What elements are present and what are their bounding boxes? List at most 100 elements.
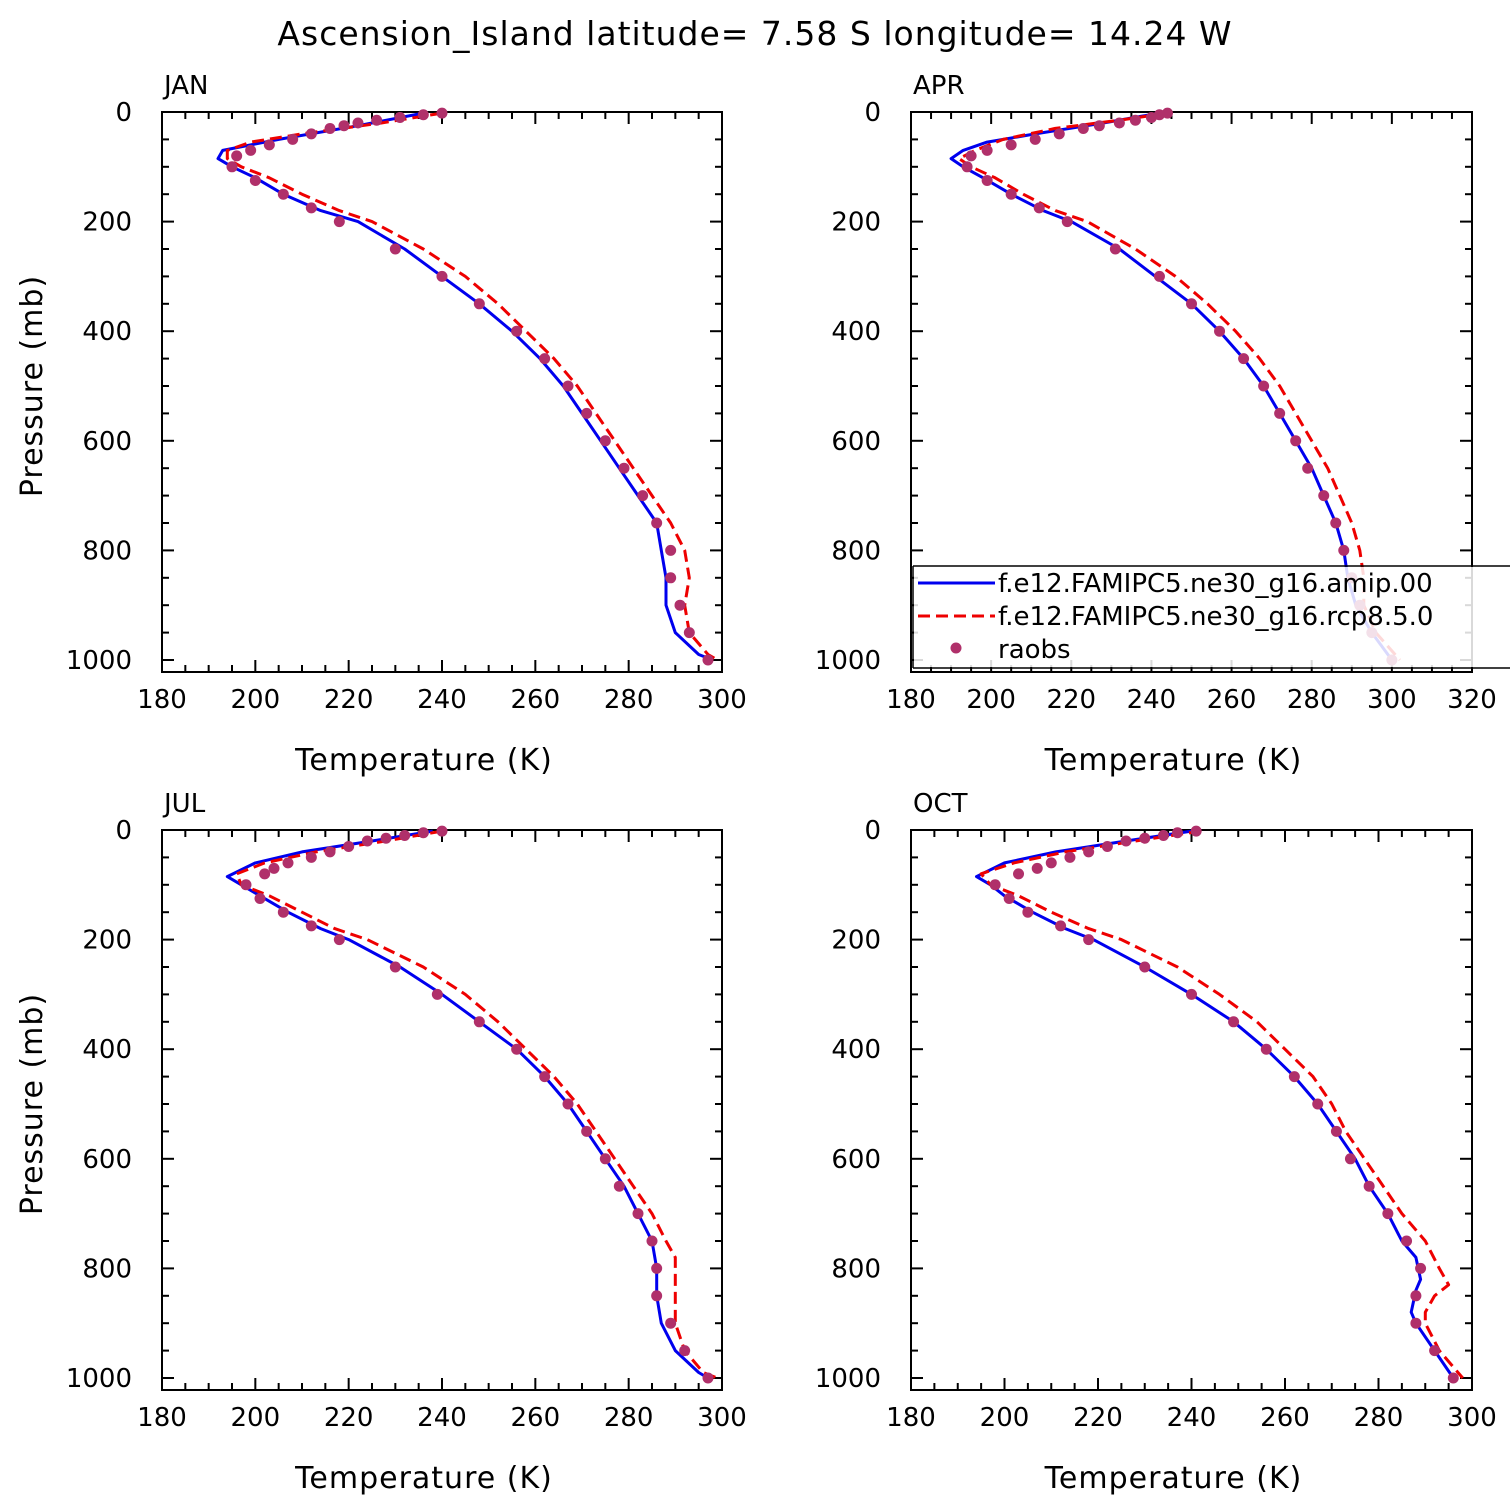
y-tick-label: 800 <box>82 1254 132 1284</box>
raobs-point <box>1429 1345 1441 1357</box>
x-tick-label: 300 <box>1447 1403 1497 1433</box>
y-tick-label: 400 <box>831 317 881 347</box>
y-tick-label: 400 <box>82 1035 132 1065</box>
raobs-point <box>431 988 443 1000</box>
legend-bg <box>914 567 1510 667</box>
raobs-point <box>1003 893 1015 904</box>
raobs-point <box>1415 1262 1427 1274</box>
y-tick-label: 1000 <box>66 646 132 676</box>
raobs-point <box>665 572 677 584</box>
raobs-point <box>1145 111 1157 123</box>
x-tick-label: 280 <box>604 1403 654 1433</box>
raobs-point <box>1013 868 1025 880</box>
panel-label: JUL <box>162 789 206 819</box>
raobs-point <box>1382 1208 1394 1220</box>
legend: f.e12.FAMIPC5.ne30_g16.amip.00f.e12.FAMI… <box>912 565 1510 669</box>
x-tick-label: 200 <box>980 1403 1030 1433</box>
raobs-point <box>389 243 401 255</box>
raobs-point <box>361 835 373 847</box>
plot-frame <box>161 829 723 1391</box>
raobs-point <box>333 934 345 946</box>
y-tick-label: 800 <box>831 536 881 566</box>
raobs-point <box>380 832 392 844</box>
x-tick-label: 280 <box>604 685 654 715</box>
raobs-point <box>665 544 677 556</box>
y-tick-label: 1000 <box>815 646 881 676</box>
raobs-point <box>371 114 383 126</box>
raobs-point <box>268 862 280 874</box>
raobs-point <box>389 961 401 973</box>
raobs-point <box>581 407 593 419</box>
raobs-point <box>305 202 317 214</box>
raobs-point <box>1447 1372 1459 1384</box>
raobs-point <box>1260 1043 1272 1055</box>
raobs-point <box>1055 920 1067 932</box>
raobs-point <box>613 1180 625 1192</box>
raobs-point <box>1120 835 1132 847</box>
raobs-point <box>231 150 243 162</box>
amip-line <box>216 111 714 662</box>
raobs-point <box>343 840 355 852</box>
raobs-point <box>511 325 523 337</box>
raobs-point <box>1053 128 1065 140</box>
raobs-point <box>436 270 448 282</box>
x-tick-label: 300 <box>697 1403 747 1433</box>
raobs-point <box>581 1125 593 1137</box>
raobs-point <box>1113 117 1125 129</box>
raobs-point <box>1186 298 1197 310</box>
legend-raobs-marker <box>950 642 962 654</box>
raobs-point <box>324 846 336 858</box>
raobs-point <box>961 161 973 173</box>
raobs-point <box>981 175 993 186</box>
raobs-point <box>1029 133 1041 145</box>
raobs-point <box>324 122 336 134</box>
x-tick-label: 200 <box>231 1403 281 1433</box>
raobs-point <box>1139 832 1151 844</box>
y-tick-label: 400 <box>82 317 132 347</box>
figure-title: Ascension_Island latitude= 7.58 S longit… <box>277 14 1232 53</box>
raobs-point <box>1302 462 1314 474</box>
raobs-point <box>1153 270 1165 282</box>
raobs-point <box>1129 114 1141 126</box>
panel-apr: 180 200 220 240 260 280 300 320 0 200 400 600 800 100… <box>815 71 1497 778</box>
legend-rcp-label: f.e12.FAMIPC5.ne30_g16.rcp8.5.0 <box>998 602 1433 632</box>
raobs-point <box>651 517 663 529</box>
series-group <box>975 825 1464 1384</box>
raobs-point <box>473 298 485 310</box>
y-tick-label: 200 <box>831 926 881 956</box>
raobs-point <box>305 851 317 863</box>
raobs-point <box>277 906 289 918</box>
raobs-point <box>305 920 317 932</box>
raobs-point <box>1109 243 1121 255</box>
x-tick-label: 200 <box>966 685 1016 715</box>
raobs-point <box>1290 435 1302 447</box>
raobs-point <box>338 120 350 132</box>
x-tick-label: 180 <box>886 1403 936 1433</box>
x-tick-label: 220 <box>324 685 374 715</box>
panel-label: JAN <box>162 71 208 101</box>
x-axis-title: Temperature (K) <box>1044 1461 1303 1496</box>
raobs-point <box>1186 988 1197 1000</box>
x-tick-label: 300 <box>697 685 747 715</box>
x-tick-label: 220 <box>1046 685 1096 715</box>
y-tick-label: 1000 <box>815 1364 881 1394</box>
raobs-point <box>683 627 695 639</box>
raobs-point <box>1005 139 1017 151</box>
raobs-point <box>1288 1071 1300 1083</box>
raobs-point <box>277 188 289 200</box>
raobs-point <box>1045 857 1057 869</box>
x-tick-label: 260 <box>511 685 561 715</box>
raobs-point <box>1093 120 1105 132</box>
x-axis-title: Temperature (K) <box>1044 743 1303 778</box>
raobs-point <box>1061 216 1073 228</box>
panel-oct: 180 200 220 240 260 280 300 0 200 400 600 800 1000 OC… <box>815 789 1497 1496</box>
raobs-point <box>674 599 686 611</box>
y-axis-title: Pressure (mb) <box>15 993 50 1215</box>
y-tick-label: 0 <box>864 98 881 128</box>
x-tick-label: 260 <box>511 1403 561 1433</box>
raobs-point <box>394 111 406 123</box>
x-tick-label: 240 <box>417 1403 467 1433</box>
raobs-point <box>417 109 429 121</box>
raobs-point <box>287 133 299 145</box>
y-tick-label: 200 <box>82 208 132 238</box>
